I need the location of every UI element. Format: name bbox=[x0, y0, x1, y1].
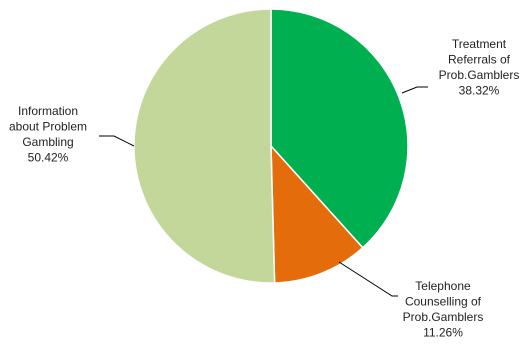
pie-slice-1 bbox=[270, 8, 409, 249]
leader-line-2 bbox=[338, 261, 398, 297]
pie-slice-3 bbox=[133, 8, 276, 284]
slice-name-line: Telephone bbox=[415, 279, 471, 293]
slice-value-label: 38.32% bbox=[459, 84, 500, 98]
slice-name-line: Counselling of bbox=[405, 295, 482, 309]
leader-line-1 bbox=[401, 86, 428, 94]
slice-name-line: Prob.Gamblers bbox=[439, 68, 520, 82]
slice-name-line: Treatment bbox=[452, 37, 507, 51]
slice-value-label: 11.26% bbox=[423, 326, 463, 340]
slice-name-line: Referrals of bbox=[448, 53, 511, 67]
slice-label-3: Information about Problem Gambling 50.42% bbox=[9, 104, 87, 165]
leader-line-3 bbox=[99, 135, 135, 147]
slice-name-line: Information bbox=[18, 104, 78, 118]
slice-name-line: Prob.Gamblers bbox=[403, 310, 484, 324]
slice-name-line: about Problem bbox=[9, 120, 87, 134]
slice-label-1: Treatment Referrals of Prob.Gamblers 38.32% bbox=[439, 37, 520, 98]
slice-label-2: Telephone Counselling of Prob.Gamblers 11.2… bbox=[403, 279, 484, 340]
pie-slice-2 bbox=[270, 143, 364, 284]
slice-value-label: 50.42% bbox=[28, 151, 69, 165]
slice-name-line: Gambling bbox=[22, 135, 73, 149]
